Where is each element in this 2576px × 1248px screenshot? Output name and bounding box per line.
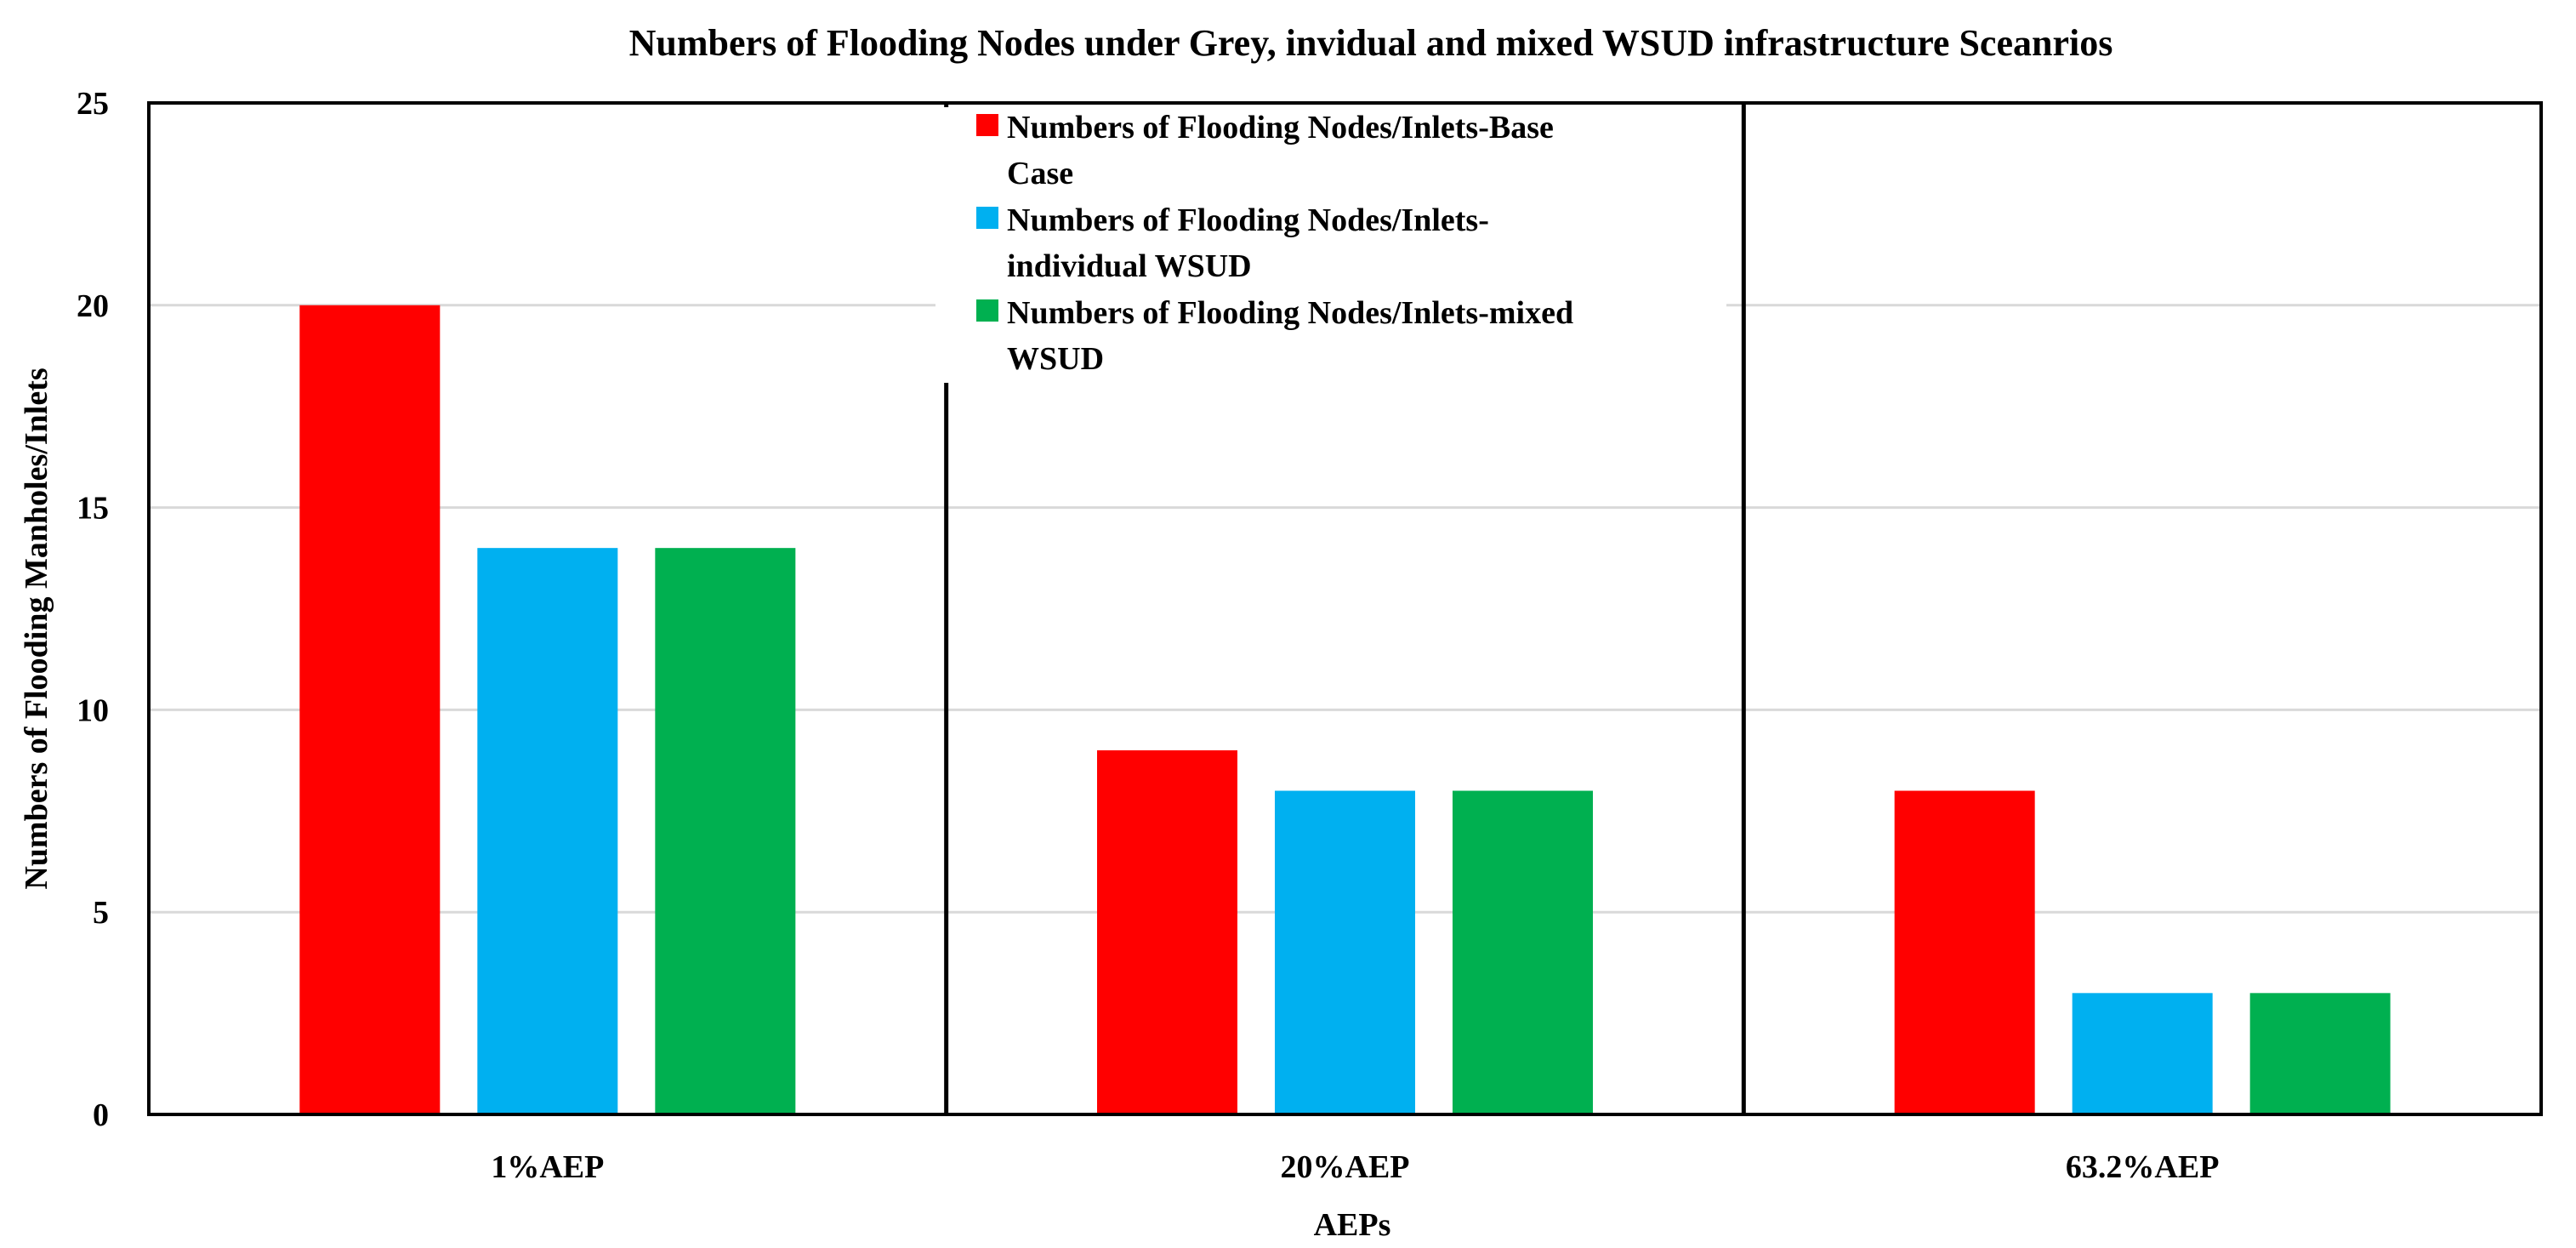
legend-label: Numbers of Flooding Nodes/Inlets-Base [1007, 110, 1554, 145]
plot-frame [147, 101, 2543, 1116]
x-tick-label: 20%AEP [1281, 1149, 1410, 1185]
bar [1097, 749, 1237, 1114]
legend-swatch [976, 114, 998, 136]
legend-label: Numbers of Flooding Nodes/Inlets-mixed [1007, 295, 1573, 331]
x-tick-label: 63.2%AEP [2066, 1149, 2220, 1185]
y-tick-label: 25 [77, 86, 109, 122]
bar [1275, 790, 1415, 1114]
y-tick-label: 10 [77, 692, 109, 728]
y-tick-label: 5 [93, 895, 109, 931]
legend-label: Numbers of Flooding Nodes/Inlets- [1007, 202, 1489, 238]
chart-title: Numbers of Flooding Nodes under Grey, in… [629, 22, 2113, 64]
bar [2249, 993, 2391, 1114]
legend-swatch [976, 207, 998, 229]
x-axis-title: AEPs [1314, 1207, 1391, 1243]
bar [655, 548, 796, 1114]
bar [1453, 790, 1593, 1114]
legend-label: WSUD [1007, 341, 1104, 377]
y-tick-label: 15 [77, 491, 109, 527]
axes [147, 101, 2543, 1116]
legend-label: Case [1007, 156, 1073, 191]
bar [1894, 790, 2035, 1114]
legend-label: individual WSUD [1007, 248, 1252, 284]
y-axis-title: Numbers of Flooding Manholes/Inlets [19, 368, 54, 889]
legend: Numbers of Flooding Nodes/Inlets-Base Cas… [935, 107, 1726, 383]
bar [299, 305, 441, 1114]
x-tick-label: 1%AEP [491, 1149, 604, 1185]
y-tick-label: 20 [77, 288, 109, 324]
x-tick-labels: 1%AEP 20%AEP 63.2%AEP [491, 1149, 2219, 1185]
y-tick-label: 0 [93, 1097, 109, 1133]
y-tick-labels: 0 5 10 15 20 25 [77, 86, 109, 1133]
bar [477, 548, 618, 1114]
bar [2072, 993, 2213, 1114]
legend-box [935, 107, 1726, 383]
legend-swatch [976, 299, 998, 322]
bars [299, 305, 2391, 1114]
